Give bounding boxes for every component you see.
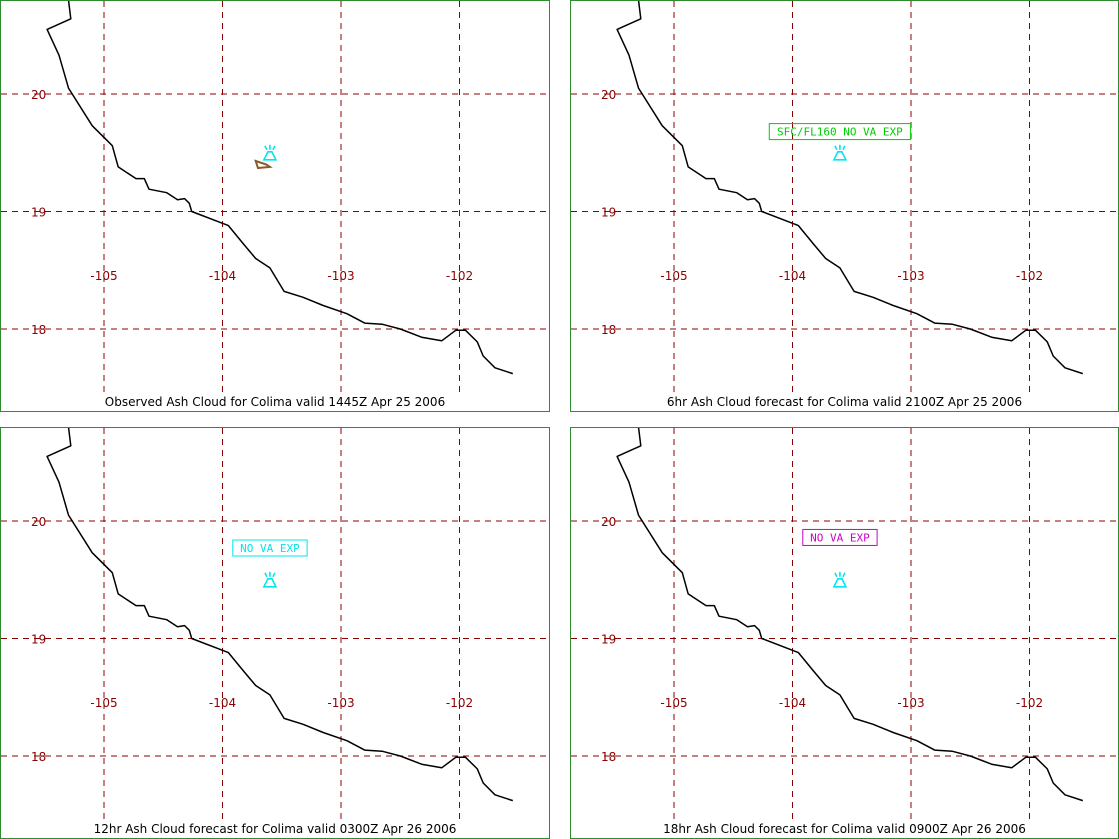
coastline [46, 1, 514, 375]
panel-18hr: 20 19 18 -105 -104 -103 -102 NO VA EXP 18hr Ash… [570, 427, 1119, 839]
coastline [616, 428, 1084, 802]
annotation-text: NO VA EXP [240, 542, 300, 555]
annotation-box: NO VA EXP [802, 528, 878, 546]
lat-tick-label: 18 [31, 323, 46, 337]
map-observed: 20 19 18 -105 -104 -103 -102 [1, 1, 549, 393]
lon-tick-label: -105 [90, 269, 117, 283]
lon-tick-label: -102 [446, 269, 473, 283]
lon-tick-label: -103 [897, 269, 924, 283]
lat-tick-label: 18 [31, 750, 46, 764]
annotation-text: NO VA EXP [810, 531, 870, 544]
annotation-border [802, 528, 878, 546]
panel-observed: 20 19 18 -105 -104 -103 -102 Observed Ash Clou… [0, 0, 550, 412]
panel-12hr: 20 19 18 -105 -104 -103 -102 NO VA EXP 12hr Ash… [0, 427, 550, 839]
gridlines [571, 1, 1118, 393]
lon-tick-label: -103 [327, 269, 354, 283]
lat-tick-label: 19 [31, 633, 46, 647]
lon-tick-label: -103 [897, 696, 924, 710]
lat-tick-label: 19 [601, 633, 616, 647]
volcano-icon [262, 571, 278, 588]
panel-6hr: 20 19 18 -105 -104 -103 -102 SFC/FL160 NO VA EX… [570, 0, 1119, 412]
coastline [46, 428, 514, 802]
annotation-box: SFC/FL160 NO VA EXP [768, 123, 912, 141]
volcano-icon [832, 144, 848, 161]
lat-tick-label: 20 [601, 88, 616, 102]
annotation-box: NO VA EXP [232, 539, 308, 557]
gridlines [571, 428, 1118, 820]
panel-caption: 18hr Ash Cloud forecast for Colima valid… [663, 822, 1026, 836]
lon-tick-label: -102 [1016, 696, 1043, 710]
volcano-icon [262, 144, 278, 161]
panel-caption: Observed Ash Cloud for Colima valid 1445… [104, 395, 446, 409]
lon-tick-label: -104 [779, 696, 806, 710]
annotation-border [232, 539, 308, 557]
lat-tick-label: 18 [601, 323, 616, 337]
gridlines [1, 428, 549, 820]
annotation-text: SFC/FL160 NO VA EXP [777, 126, 903, 139]
lat-tick-label: 18 [601, 750, 616, 764]
coastline [616, 1, 1084, 375]
lat-tick-label: 20 [601, 515, 616, 529]
lon-tick-label: -105 [660, 269, 687, 283]
lon-tick-label: -102 [446, 696, 473, 710]
lat-tick-label: 19 [31, 206, 46, 220]
lon-tick-label: -105 [90, 696, 117, 710]
map-6hr: 20 19 18 -105 -104 -103 -102 SFC/FL160 NO VA EX… [571, 1, 1118, 393]
map-12hr: 20 19 18 -105 -104 -103 -102 NO VA EXP [1, 428, 549, 820]
map-18hr: 20 19 18 -105 -104 -103 -102 NO VA EXP [571, 428, 1118, 820]
lat-tick-label: 20 [31, 515, 46, 529]
annotation-border [768, 123, 912, 141]
gridlines [1, 1, 549, 393]
lon-tick-label: -104 [209, 696, 236, 710]
panel-caption: 6hr Ash Cloud forecast for Colima valid … [666, 395, 1023, 409]
lon-tick-label: -104 [779, 269, 806, 283]
lon-tick-label: -102 [1016, 269, 1043, 283]
lat-tick-label: 20 [31, 88, 46, 102]
lon-tick-label: -104 [209, 269, 236, 283]
lon-tick-label: -105 [660, 696, 687, 710]
lat-tick-label: 19 [601, 206, 616, 220]
panel-caption: 12hr Ash Cloud forecast for Colima valid… [93, 822, 457, 836]
volcano-icon [832, 571, 848, 588]
lon-tick-label: -103 [327, 696, 354, 710]
ash-cloud-outline [254, 159, 273, 170]
